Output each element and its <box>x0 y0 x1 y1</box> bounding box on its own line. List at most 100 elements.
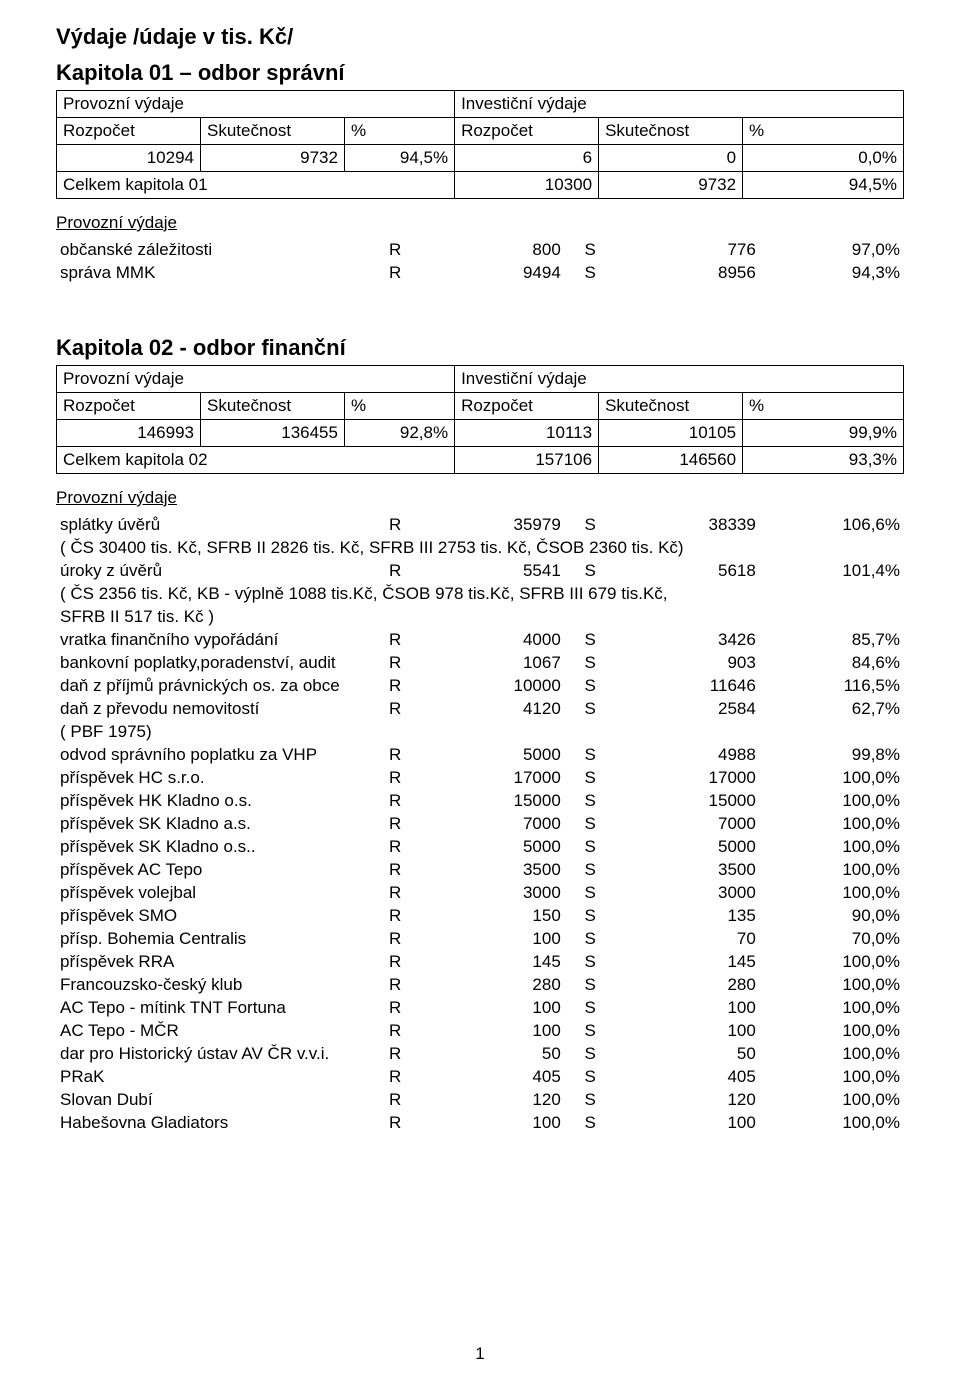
pct-value: 90,0% <box>760 905 904 928</box>
item-label: příspěvek HC s.r.o. <box>56 767 370 790</box>
r-letter: R <box>370 974 421 997</box>
r-value: 405 <box>421 1066 565 1089</box>
pct-value: 106,6% <box>760 514 904 537</box>
page-number: 1 <box>0 1344 960 1364</box>
item-label: občanské záležitosti <box>56 239 370 262</box>
s-letter: S <box>565 836 616 859</box>
r-value: 3000 <box>421 882 565 905</box>
r-value: 5000 <box>421 744 565 767</box>
s-letter: S <box>565 514 616 537</box>
s-value: 11646 <box>616 675 760 698</box>
s-value: 405 <box>616 1066 760 1089</box>
item-label: příspěvek SK Kladno o.s.. <box>56 836 370 859</box>
s-letter: S <box>565 652 616 675</box>
s-letter: S <box>565 951 616 974</box>
pct-value: 100,0% <box>760 813 904 836</box>
header-investicni: Investiční výdaje <box>455 91 904 118</box>
s-value: 3426 <box>616 629 760 652</box>
s-value: 3500 <box>616 859 760 882</box>
table-cell: 6 <box>455 145 599 172</box>
pct-value: 100,0% <box>760 997 904 1020</box>
pct-value: 70,0% <box>760 928 904 951</box>
item-label: AC Tepo - mítink TNT Fortuna <box>56 997 370 1020</box>
note-line: SFRB II 517 tis. Kč ) <box>56 606 904 629</box>
r-value: 17000 <box>421 767 565 790</box>
pct-value: 101,4% <box>760 560 904 583</box>
r-letter: R <box>370 767 421 790</box>
total-label: Celkem kapitola 01 <box>57 172 455 199</box>
item-label: příspěvek SK Kladno a.s. <box>56 813 370 836</box>
chapter-heading: Kapitola 01 – odbor správní <box>56 60 904 86</box>
table-cell: 99,9% <box>743 420 904 447</box>
total-cell: 94,5% <box>743 172 904 199</box>
pct-value: 97,0% <box>760 239 904 262</box>
r-letter: R <box>370 951 421 974</box>
s-letter: S <box>565 1089 616 1112</box>
header-investicni: Investiční výdaje <box>455 366 904 393</box>
header-sub: % <box>344 118 454 145</box>
note-line: ( ČS 30400 tis. Kč, SFRB II 2826 tis. Kč… <box>56 537 904 560</box>
r-value: 5541 <box>421 560 565 583</box>
header-sub: Rozpočet <box>57 118 201 145</box>
r-letter: R <box>370 997 421 1020</box>
page-title: Výdaje /údaje v tis. Kč/ <box>56 24 904 50</box>
r-letter: R <box>370 514 421 537</box>
s-value: 38339 <box>616 514 760 537</box>
s-letter: S <box>565 1043 616 1066</box>
pct-value: 100,0% <box>760 836 904 859</box>
item-label: přísp. Bohemia Centralis <box>56 928 370 951</box>
r-value: 7000 <box>421 813 565 836</box>
pct-value: 100,0% <box>760 1066 904 1089</box>
line-items-table: občanské záležitostiR800S77697,0%správa … <box>56 239 904 285</box>
item-label: příspěvek volejbal <box>56 882 370 905</box>
r-value: 10000 <box>421 675 565 698</box>
section-gap <box>56 285 904 329</box>
s-letter: S <box>565 928 616 951</box>
page: Výdaje /údaje v tis. Kč/ Kapitola 01 – o… <box>0 0 960 1378</box>
r-letter: R <box>370 698 421 721</box>
s-value: 145 <box>616 951 760 974</box>
table-cell: 0 <box>599 145 743 172</box>
r-value: 800 <box>421 239 565 262</box>
table-cell: 136455 <box>200 420 344 447</box>
pct-value: 100,0% <box>760 951 904 974</box>
header-sub: Skutečnost <box>200 118 344 145</box>
pct-value: 100,0% <box>760 790 904 813</box>
pct-value: 100,0% <box>760 882 904 905</box>
item-label: vratka finančního vypořádání <box>56 629 370 652</box>
r-letter: R <box>370 652 421 675</box>
r-value: 9494 <box>421 262 565 285</box>
header-sub: Skutečnost <box>200 393 344 420</box>
s-value: 70 <box>616 928 760 951</box>
r-value: 100 <box>421 1020 565 1043</box>
total-cell: 93,3% <box>743 447 904 474</box>
s-letter: S <box>565 905 616 928</box>
header-provozni: Provozní výdaje <box>57 91 455 118</box>
s-value: 100 <box>616 1020 760 1043</box>
r-letter: R <box>370 790 421 813</box>
item-label: úroky z úvěrů <box>56 560 370 583</box>
s-value: 120 <box>616 1089 760 1112</box>
s-letter: S <box>565 859 616 882</box>
chapter-heading: Kapitola 02 - odbor finanční <box>56 335 904 361</box>
item-label: dar pro Historický ústav AV ČR v.v.i. <box>56 1043 370 1066</box>
r-letter: R <box>370 262 421 285</box>
table-cell: 9732 <box>200 145 344 172</box>
s-value: 17000 <box>616 767 760 790</box>
s-value: 5618 <box>616 560 760 583</box>
s-letter: S <box>565 813 616 836</box>
pct-value: 85,7% <box>760 629 904 652</box>
s-letter: S <box>565 790 616 813</box>
s-value: 15000 <box>616 790 760 813</box>
item-label: příspěvek AC Tepo <box>56 859 370 882</box>
table-cell: 94,5% <box>344 145 454 172</box>
r-value: 4000 <box>421 629 565 652</box>
pct-value: 100,0% <box>760 1089 904 1112</box>
table-cell: 92,8% <box>344 420 454 447</box>
r-letter: R <box>370 1066 421 1089</box>
s-letter: S <box>565 1066 616 1089</box>
item-label: správa MMK <box>56 262 370 285</box>
item-label: PRaK <box>56 1066 370 1089</box>
r-letter: R <box>370 813 421 836</box>
header-sub: Rozpočet <box>455 393 599 420</box>
